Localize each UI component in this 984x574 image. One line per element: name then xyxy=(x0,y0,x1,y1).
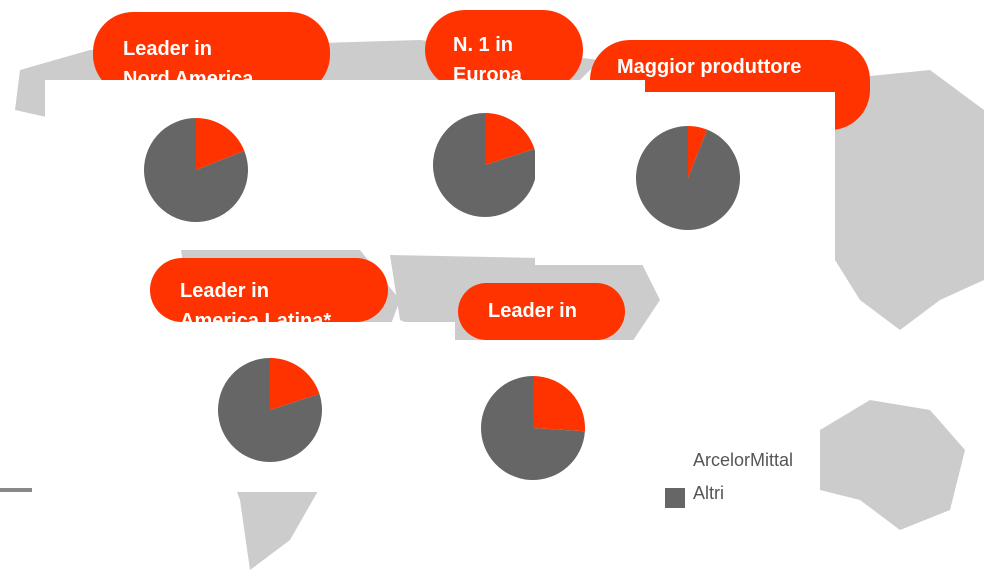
slide: Leader in Nord AmericaN. 1 in EuropaMagg… xyxy=(0,0,984,574)
pie-chart xyxy=(479,374,587,482)
legend-label: Altri xyxy=(693,483,724,504)
callout: Leader in America Latina* xyxy=(150,258,388,322)
pie-chart xyxy=(142,116,250,224)
pie-chart xyxy=(216,356,324,464)
pie-chart xyxy=(634,124,742,232)
pie-slice xyxy=(636,126,740,230)
callout: Leader in xyxy=(458,283,625,340)
pie-slice xyxy=(533,376,585,431)
pie-chart xyxy=(431,111,539,219)
legend-label: ArcelorMittal xyxy=(693,450,793,471)
australia xyxy=(820,400,965,530)
map-dash xyxy=(0,488,32,492)
legend-swatch xyxy=(665,488,685,508)
callout: N. 1 in Europa xyxy=(425,10,583,90)
